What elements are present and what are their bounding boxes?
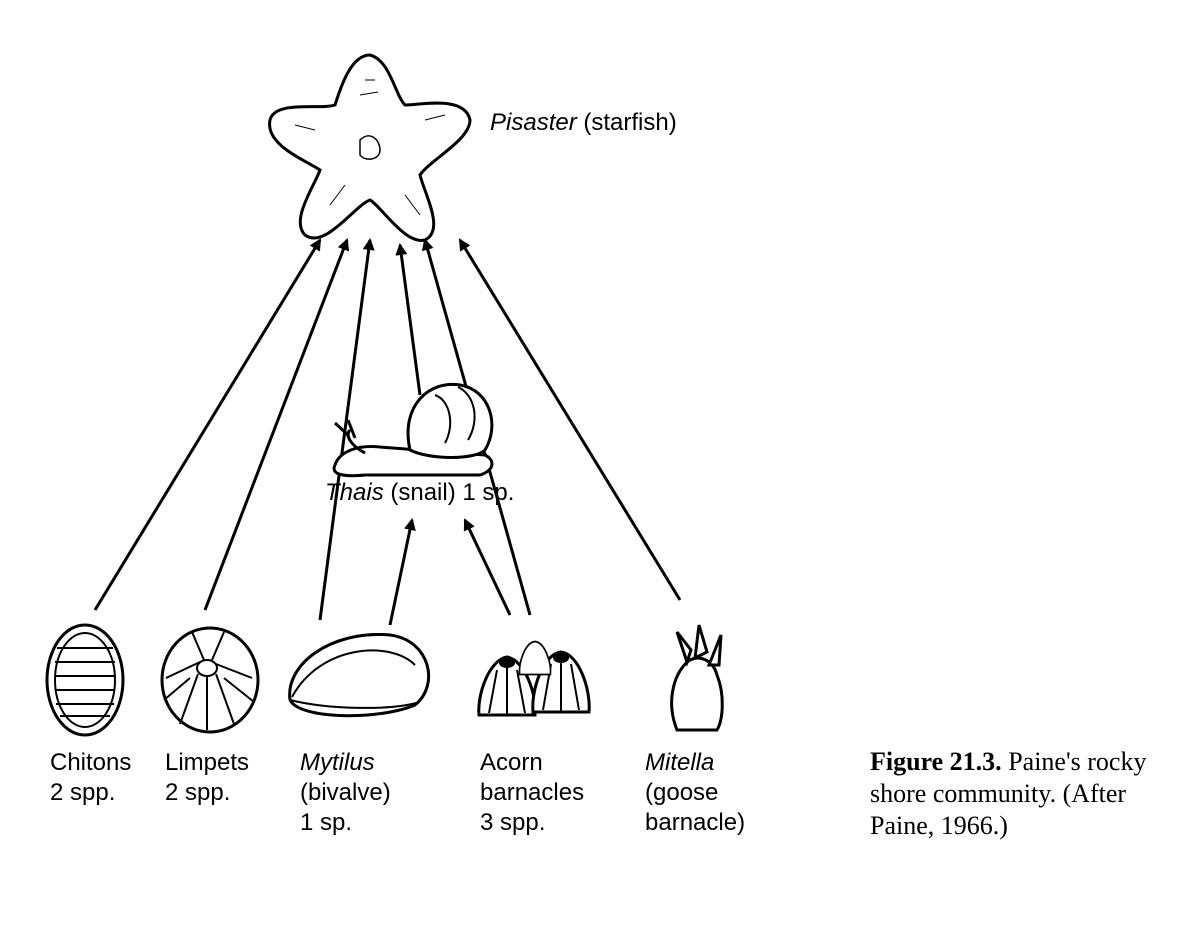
limpets-label: Limpets 2 spp.: [165, 749, 256, 806]
thais-label: Thais (snail) 1 sp.: [325, 479, 514, 506]
thais-label-plain: (snail) 1 sp.: [384, 479, 515, 506]
caption-line3: Paine, 1966.): [870, 811, 1008, 840]
thais-label-italic: Thais: [325, 479, 384, 506]
pisaster-label-italic: Pisaster: [490, 109, 578, 136]
arrow-acorn-to-thais: [465, 520, 510, 615]
thais-icon: [334, 384, 492, 475]
chitons-icon: [47, 625, 123, 735]
chitons-label: Chitons 2 spp.: [50, 749, 138, 806]
mytilus-label: Mytilus (bivalve) 1 sp.: [300, 749, 397, 836]
arrow-thais-to-pisaster: [400, 245, 420, 395]
arrow-chitons-to-pisaster: [95, 240, 320, 610]
pisaster-label: Pisaster (starfish): [490, 109, 677, 136]
food-web-diagram: Pisaster (starfish) Thais (snail) 1 sp.: [0, 0, 1200, 936]
caption-line1-rest: Paine's rocky: [1002, 747, 1147, 776]
arrow-limpets-to-pisaster: [205, 240, 347, 610]
mitella-label: Mitella (goose barnacle): [645, 749, 745, 836]
pisaster-icon: [270, 55, 470, 240]
mitella-icon: [672, 625, 723, 730]
bottom-labels: Chitons 2 spp. Limpets 2 spp. Mytilus (b…: [50, 749, 745, 836]
acorn-label: Acorn barnacles 3 spp.: [480, 749, 591, 836]
pisaster-label-plain: (starfish): [577, 109, 677, 136]
arrows: [95, 240, 680, 625]
caption-line2: shore community. (After: [870, 779, 1126, 808]
mytilus-icon: [290, 635, 429, 716]
arrow-mytilus-to-pisaster: [320, 240, 370, 620]
acorn-barnacles-icon: [479, 642, 589, 716]
caption-fig-number: Figure 21.3.: [870, 747, 1002, 776]
figure-caption: Figure 21.3. Paine's rocky shore communi…: [870, 747, 1153, 840]
limpets-icon: [162, 628, 258, 732]
arrow-mytilus-to-thais: [390, 520, 412, 625]
